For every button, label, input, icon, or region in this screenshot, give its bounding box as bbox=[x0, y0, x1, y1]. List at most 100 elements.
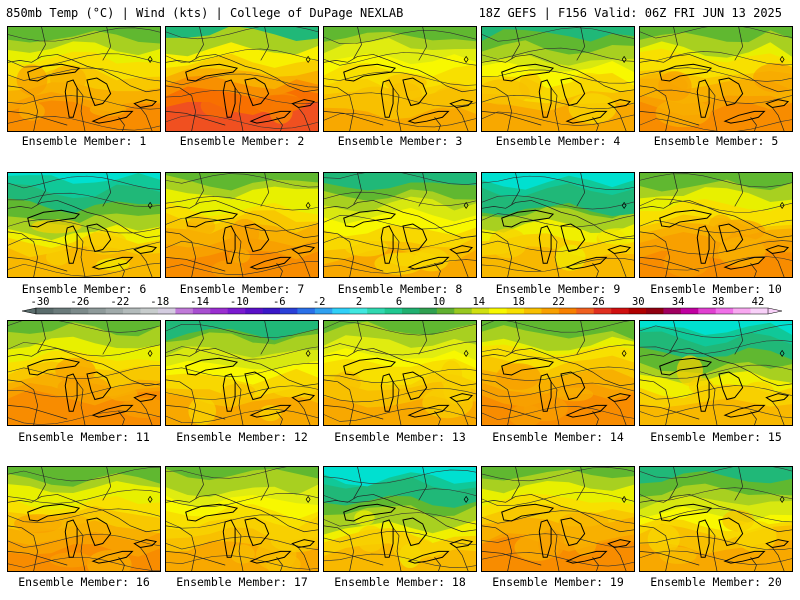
ensemble-member-label: Ensemble Member: 12 bbox=[176, 430, 308, 444]
colorbar-swatch bbox=[646, 308, 664, 314]
colorbar-swatch bbox=[314, 308, 333, 314]
colorbar-swatch bbox=[593, 308, 612, 314]
colorbar-swatch bbox=[419, 308, 438, 314]
colorbar-swatch bbox=[733, 308, 751, 314]
ensemble-member-map bbox=[7, 172, 161, 278]
colorbar-tick-label: 6 bbox=[396, 296, 402, 308]
colorbar-swatch bbox=[384, 308, 403, 314]
ensemble-member-map bbox=[481, 466, 635, 572]
ensemble-member-map bbox=[323, 320, 477, 426]
ensemble-member-label: Ensemble Member: 3 bbox=[337, 134, 463, 148]
colorbar-swatch bbox=[715, 308, 734, 314]
ensemble-member-map bbox=[7, 26, 161, 132]
colorbar-swatch bbox=[297, 308, 316, 314]
colorbar-swatch bbox=[367, 308, 385, 314]
ensemble-member-label: Ensemble Member: 20 bbox=[650, 575, 782, 589]
ensemble-member-map bbox=[481, 26, 635, 132]
ensemble-member-label: Ensemble Member: 9 bbox=[495, 282, 621, 296]
colorbar-swatch bbox=[349, 308, 368, 314]
ensemble-member-map bbox=[481, 172, 635, 278]
colorbar-swatch bbox=[175, 308, 194, 314]
colorbar-swatch bbox=[506, 308, 525, 314]
colorbar-tick-label: -26 bbox=[70, 296, 89, 308]
ensemble-member-map bbox=[165, 466, 319, 572]
colorbar-swatch bbox=[36, 308, 54, 314]
colorbar-swatch bbox=[471, 308, 490, 314]
ensemble-member-label: Ensemble Member: 10 bbox=[650, 282, 782, 296]
colorbar-tick-label: -14 bbox=[190, 296, 209, 308]
ensemble-member-label: Ensemble Member: 19 bbox=[492, 575, 624, 589]
colorbar-swatch bbox=[210, 308, 229, 314]
colorbar-swatch bbox=[750, 308, 769, 314]
colorbar-tick-label: -10 bbox=[230, 296, 249, 308]
ensemble-member-map bbox=[7, 320, 161, 426]
colorbar-tick-label: 2 bbox=[356, 296, 362, 308]
ensemble-member-map bbox=[639, 26, 793, 132]
colorbar-swatch bbox=[245, 308, 263, 314]
colorbar-swatch bbox=[280, 308, 298, 314]
colorbar-swatch bbox=[454, 308, 473, 314]
colorbar-swatch bbox=[436, 308, 455, 314]
ensemble-member-label: Ensemble Member: 16 bbox=[18, 575, 150, 589]
ensemble-member-label: Ensemble Member: 4 bbox=[495, 134, 621, 148]
ensemble-member-map bbox=[481, 320, 635, 426]
colorbar-tick-label: 10 bbox=[433, 296, 446, 308]
colorbar-swatch bbox=[70, 308, 89, 314]
ensemble-member-map bbox=[165, 172, 319, 278]
colorbar-tick-label: -18 bbox=[150, 296, 169, 308]
colorbar-swatch bbox=[332, 308, 351, 314]
ensemble-member-map bbox=[323, 172, 477, 278]
ensemble-member-label: Ensemble Member: 15 bbox=[650, 430, 782, 444]
colorbar-tick-label: 34 bbox=[672, 296, 685, 308]
colorbar-tick-label: -22 bbox=[110, 296, 129, 308]
colorbar-swatch bbox=[524, 308, 542, 314]
colorbar-swatch bbox=[88, 308, 107, 314]
ensemble-member-map bbox=[639, 320, 793, 426]
colorbar-swatch bbox=[541, 308, 560, 314]
colorbar-swatch bbox=[53, 308, 72, 314]
colorbar-swatch bbox=[489, 308, 507, 314]
colorbar-swatch bbox=[192, 308, 211, 314]
temperature-colorbar: -30 -26 -22 -18 -14 -10 -6 -2 2 6 10 14 18 22 26 30 34 38… bbox=[21, 296, 783, 315]
ensemble-member-map bbox=[165, 320, 319, 426]
colorbar-swatch bbox=[698, 308, 717, 314]
ensemble-member-map bbox=[323, 26, 477, 132]
ensemble-member-map bbox=[7, 466, 161, 572]
colorbar-swatch bbox=[576, 308, 595, 314]
colorbar-swatch bbox=[262, 308, 281, 314]
ensemble-member-label: Ensemble Member: 13 bbox=[334, 430, 466, 444]
ensemble-member-label: Ensemble Member: 17 bbox=[176, 575, 308, 589]
chart-title: 850mb Temp (°C) | Wind (kts) | College o… bbox=[6, 6, 404, 20]
ensemble-member-label: Ensemble Member: 2 bbox=[179, 134, 305, 148]
colorbar-tick-label: 18 bbox=[512, 296, 525, 308]
colorbar-max-arrow bbox=[767, 307, 783, 315]
ensemble-member-label: Ensemble Member: 18 bbox=[334, 575, 466, 589]
colorbar-swatch bbox=[227, 308, 246, 314]
colorbar-min-arrow bbox=[21, 307, 37, 315]
ensemble-member-label: Ensemble Member: 1 bbox=[21, 134, 147, 148]
colorbar-tick-label: 42 bbox=[752, 296, 765, 308]
colorbar-tick-label: 22 bbox=[552, 296, 565, 308]
colorbar-swatch bbox=[140, 308, 159, 314]
colorbar-tick-label: -6 bbox=[273, 296, 286, 308]
ensemble-member-map bbox=[323, 466, 477, 572]
colorbar-tick-label: 26 bbox=[592, 296, 605, 308]
colorbar-swatch bbox=[628, 308, 647, 314]
colorbar-swatch bbox=[663, 308, 682, 314]
colorbar-tick-label: -2 bbox=[313, 296, 326, 308]
ensemble-member-label: Ensemble Member: 7 bbox=[179, 282, 305, 296]
colorbar-swatch bbox=[105, 308, 124, 314]
colorbar-tick-label: 14 bbox=[472, 296, 485, 308]
colorbar-swatch bbox=[158, 308, 176, 314]
ensemble-member-label: Ensemble Member: 8 bbox=[337, 282, 463, 296]
colorbar-swatch bbox=[123, 308, 141, 314]
ensemble-member-map bbox=[639, 172, 793, 278]
colorbar-swatch bbox=[611, 308, 629, 314]
ensemble-member-label: Ensemble Member: 5 bbox=[653, 134, 779, 148]
ensemble-member-label: Ensemble Member: 14 bbox=[492, 430, 624, 444]
ensemble-member-map bbox=[639, 466, 793, 572]
ensemble-member-label: Ensemble Member: 6 bbox=[21, 282, 147, 296]
colorbar-swatch bbox=[680, 308, 699, 314]
colorbar-tick-label: -30 bbox=[31, 296, 50, 308]
colorbar-tick-label: 38 bbox=[712, 296, 725, 308]
